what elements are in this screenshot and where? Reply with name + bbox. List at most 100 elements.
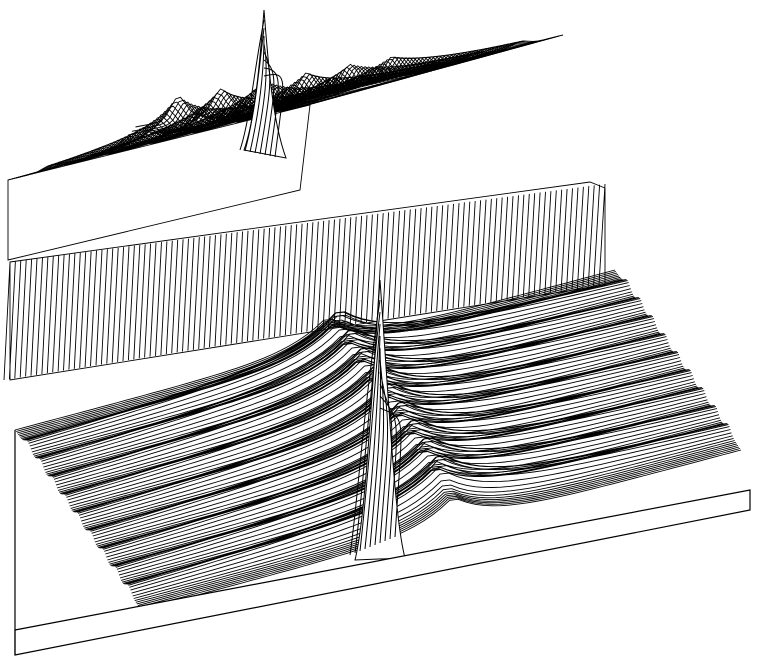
front-grid-line	[67, 339, 668, 501]
step-wall-line	[425, 206, 433, 313]
step-wall-line	[457, 202, 465, 308]
step-wall-line	[420, 207, 427, 314]
step-wall-line	[246, 230, 254, 342]
step-wall-line	[263, 227, 271, 339]
front-grid-line	[69, 345, 670, 507]
front-grid-line	[68, 342, 669, 504]
step-wall-line	[349, 216, 357, 325]
step-wall-line	[144, 243, 152, 358]
step-wall-line	[311, 221, 319, 331]
step-wall-line	[19, 259, 27, 378]
step-wall-line	[295, 223, 303, 334]
back-central-spike	[239, 9, 287, 159]
front-grid-line	[32, 293, 634, 455]
front-central-spike	[349, 279, 406, 561]
step-wall-line	[268, 227, 276, 338]
step-wall-line	[517, 194, 525, 299]
step-wall-line	[317, 220, 325, 330]
front-grid-line	[131, 432, 732, 594]
back-spike-line	[259, 51, 271, 155]
step-wall-line	[79, 252, 87, 368]
step-wall-line	[36, 257, 43, 375]
step-wall-line	[176, 239, 184, 353]
step-wall-line	[506, 196, 514, 300]
front-grid-line	[30, 288, 631, 450]
step-wall-line	[133, 244, 141, 360]
front-grid-line	[70, 347, 671, 509]
step-wall-face	[9, 181, 606, 381]
front-grid-line	[119, 417, 721, 579]
step-wall-line	[322, 220, 330, 330]
front-grid-line	[139, 448, 741, 609]
step-wall-line	[219, 233, 227, 346]
front-grid-line	[115, 406, 716, 568]
front-surface	[14, 269, 742, 611]
front-grid-line	[45, 311, 646, 473]
front-grid-line	[91, 372, 692, 534]
step-wall-line	[333, 218, 341, 328]
front-grid-line	[129, 426, 730, 588]
step-wall-line	[528, 193, 536, 297]
step-wall-line	[122, 246, 130, 362]
front-grid-line	[134, 440, 735, 602]
front-grid-line	[140, 449, 742, 611]
front-grid-line	[93, 378, 694, 540]
step-wall-line	[365, 214, 373, 323]
step-wall-line	[165, 240, 173, 355]
front-spike-line	[354, 311, 381, 554]
front-grid-line	[14, 269, 616, 431]
front-grid-line	[66, 336, 667, 498]
front-grid-line	[118, 414, 720, 576]
step-wall-line	[560, 188, 568, 292]
back-spike-line	[263, 59, 275, 156]
back-spike-line	[263, 73, 284, 158]
front-spike-line	[364, 335, 381, 550]
step-wall-line	[241, 230, 249, 343]
step-wall-line	[360, 215, 368, 324]
step-wall-line	[549, 190, 557, 293]
step-wall-line	[306, 222, 314, 332]
step-wall-line	[403, 209, 411, 317]
step-wall-line	[84, 251, 92, 368]
step-wall-line	[230, 232, 238, 344]
front-grid-line	[31, 291, 632, 453]
step-wall-line	[430, 205, 438, 312]
front-grid-line	[52, 316, 653, 478]
step-wall-line	[512, 195, 519, 299]
step-wall-line	[160, 241, 168, 356]
step-wall-line	[371, 213, 379, 322]
front-grid-line	[135, 441, 736, 603]
step-wall-line	[338, 217, 346, 327]
front-grid-line	[28, 282, 629, 444]
front-grid-line	[53, 318, 655, 480]
step-wall-line	[90, 250, 97, 367]
step-wall-line	[468, 200, 476, 306]
step-wall-line	[257, 228, 265, 340]
base-slab	[14, 430, 751, 656]
back-left-edge	[7, 104, 311, 261]
step-wall-line	[522, 193, 530, 298]
step-wall-line	[566, 188, 573, 291]
step-wall-line	[95, 249, 103, 366]
front-grid-line	[65, 334, 666, 496]
step-wall-line	[290, 224, 298, 335]
front-grid-line	[128, 424, 729, 586]
front-grid-line	[17, 274, 619, 435]
step-wall-line	[252, 229, 260, 341]
front-grid-line	[56, 327, 658, 489]
front-grid-line	[105, 393, 706, 555]
front-grid-line	[133, 437, 734, 599]
step-wall-line	[447, 203, 454, 310]
back-spike-line	[239, 19, 265, 151]
step-wall-line	[52, 255, 60, 373]
step-wall-line	[593, 184, 601, 286]
step-wall-line	[100, 249, 108, 365]
step-wall-line	[582, 186, 590, 288]
front-spike-line	[349, 299, 381, 556]
step-wall-line	[301, 222, 308, 333]
front-grid-line	[41, 300, 642, 462]
back-spike-line	[249, 35, 265, 153]
step-wall-line	[479, 199, 487, 305]
step-wall-line	[474, 200, 482, 305]
